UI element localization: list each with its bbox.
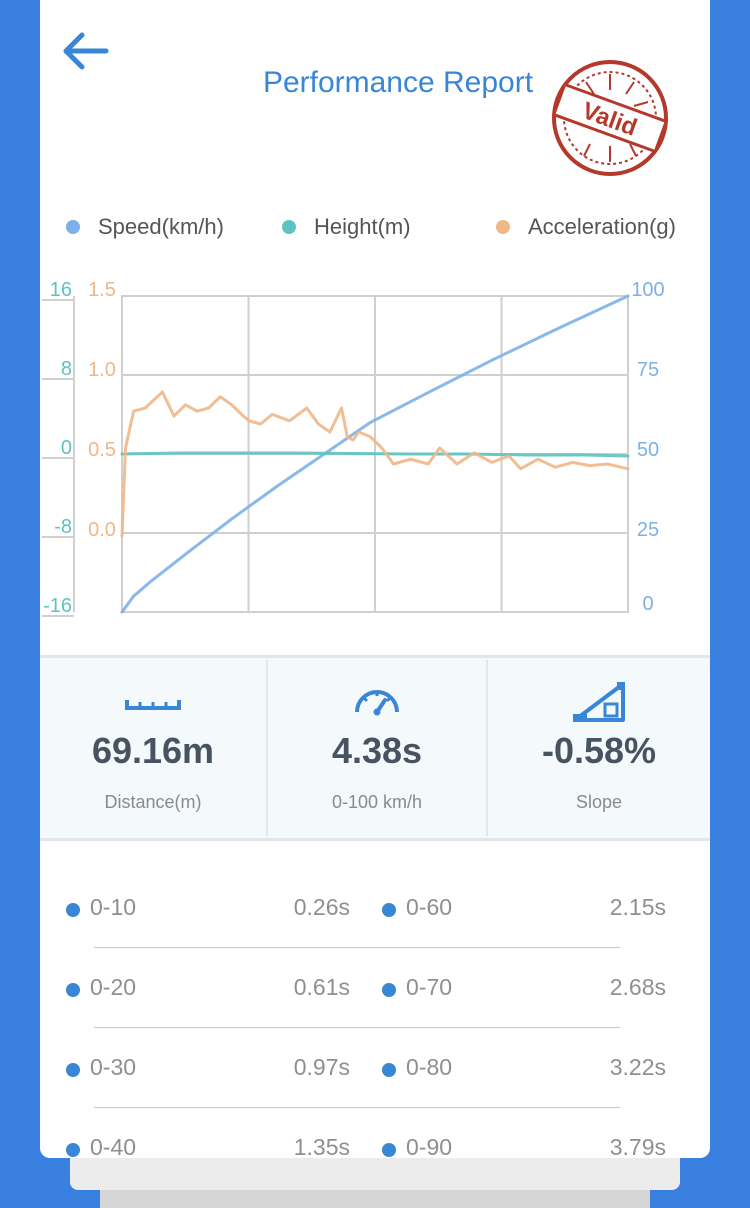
split-left-label: 0-30: [90, 1054, 137, 1080]
split-left-time: 1.35s: [293, 1134, 350, 1158]
stats-panel: 69.16m Distance(m) 4.38s 0-100 km/h: [40, 655, 710, 841]
split-row: 0-10 0.26s 0-60 2.15s: [40, 870, 710, 950]
height-tick-label: -8: [54, 516, 72, 538]
height-series-line: [120, 451, 630, 458]
stat-distance: 69.16m Distance(m): [40, 658, 266, 838]
zero-to-hundred-label: 0-100 km/h: [331, 792, 423, 812]
back-button[interactable]: [58, 26, 114, 76]
speedometer-icon: [355, 690, 399, 716]
height-tick-label: 0: [61, 437, 72, 459]
split-divider: [94, 1107, 620, 1108]
distance-value: 69.16m: [91, 730, 215, 771]
split-right-label: 0-80: [406, 1054, 453, 1080]
acceleration-tick-label: 1.0: [88, 359, 116, 381]
split-left-time: 0.61s: [293, 974, 350, 1000]
split-row: 0-30 0.97s 0-80 3.22s: [40, 1030, 710, 1110]
split-row: 0-40 1.35s 0-90 3.79s: [40, 1110, 710, 1158]
legend-speed-dot: [66, 220, 80, 234]
slope-value: -0.58%: [541, 730, 657, 771]
split-left-label: 0-20: [90, 974, 137, 1000]
speed-tick-label: 100: [631, 279, 664, 301]
split-row: 0-20 0.61s 0-70 2.68s: [40, 950, 710, 1030]
height-tick-label: -16: [43, 595, 72, 617]
acceleration-series-line: [120, 390, 630, 538]
split-dot: [382, 983, 396, 997]
split-left-time: 0.26s: [293, 894, 350, 920]
performance-report-card: Performance Report Valid Speed(km/h) Hei…: [40, 0, 710, 1158]
split-dot: [382, 1143, 396, 1157]
height-tick-label: 8: [61, 358, 72, 380]
split-right-time: 2.15s: [609, 894, 666, 920]
chart-legend: Speed(km/h) Height(m) Acceleration(g): [40, 214, 710, 250]
split-dot: [66, 983, 80, 997]
stat-slope: -0.58% Slope: [488, 658, 710, 838]
stat-divider: [266, 660, 268, 836]
split-right-time: 3.22s: [609, 1054, 666, 1080]
split-dot: [66, 903, 80, 917]
split-right-label: 0-60: [406, 894, 453, 920]
back-arrow-icon: [63, 32, 109, 70]
speed-tick-label: 75: [637, 359, 659, 381]
split-dot: [66, 1143, 80, 1157]
acceleration-tick-label: 0.0: [88, 519, 116, 541]
speed-tick-label: 25: [637, 519, 659, 541]
zero-to-hundred-value: 4.38s: [331, 730, 423, 771]
split-right-label: 0-70: [406, 974, 453, 1000]
legend-speed: Speed(km/h): [66, 214, 224, 240]
split-left-label: 0-10: [90, 894, 137, 920]
acceleration-tick-label: 1.5: [88, 279, 116, 301]
legend-height-label: Height(m): [314, 214, 411, 239]
split-right-time: 2.68s: [609, 974, 666, 1000]
legend-height-dot: [282, 220, 296, 234]
height-tick-label: 16: [50, 279, 72, 301]
split-left-label: 0-40: [90, 1134, 137, 1158]
legend-acceleration: Acceleration(g): [496, 214, 676, 240]
split-divider: [94, 1027, 620, 1028]
legend-height: Height(m): [282, 214, 411, 240]
page-title: Performance Report: [262, 66, 534, 99]
slope-label: Slope: [575, 792, 623, 812]
stat-zero-to-hundred: 4.38s 0-100 km/h: [268, 658, 486, 838]
speed-series-line: [120, 294, 630, 614]
distance-label: Distance(m): [104, 792, 202, 812]
acceleration-tick-label: 0.5: [88, 439, 116, 461]
speed-tick-label: 50: [637, 439, 659, 461]
valid-stamp: Valid: [551, 60, 669, 176]
split-left-time: 0.97s: [293, 1054, 350, 1080]
legend-speed-label: Speed(km/h): [98, 214, 224, 239]
slope-icon: [573, 682, 625, 722]
split-right-label: 0-90: [406, 1134, 453, 1158]
split-dot: [382, 1063, 396, 1077]
stat-divider: [486, 660, 488, 836]
speed-tick-label: 0: [642, 593, 653, 615]
split-dot: [382, 903, 396, 917]
ruler-icon: [125, 700, 181, 710]
performance-chart: 16 8 0 -8 -16 1.5 1.0 0.5 0.0 100 75 50 25 0: [42, 279, 665, 617]
split-dot: [66, 1063, 80, 1077]
split-right-time: 3.79s: [609, 1134, 666, 1158]
legend-acceleration-dot: [496, 220, 510, 234]
legend-acceleration-label: Acceleration(g): [528, 214, 676, 239]
split-divider: [94, 947, 620, 948]
